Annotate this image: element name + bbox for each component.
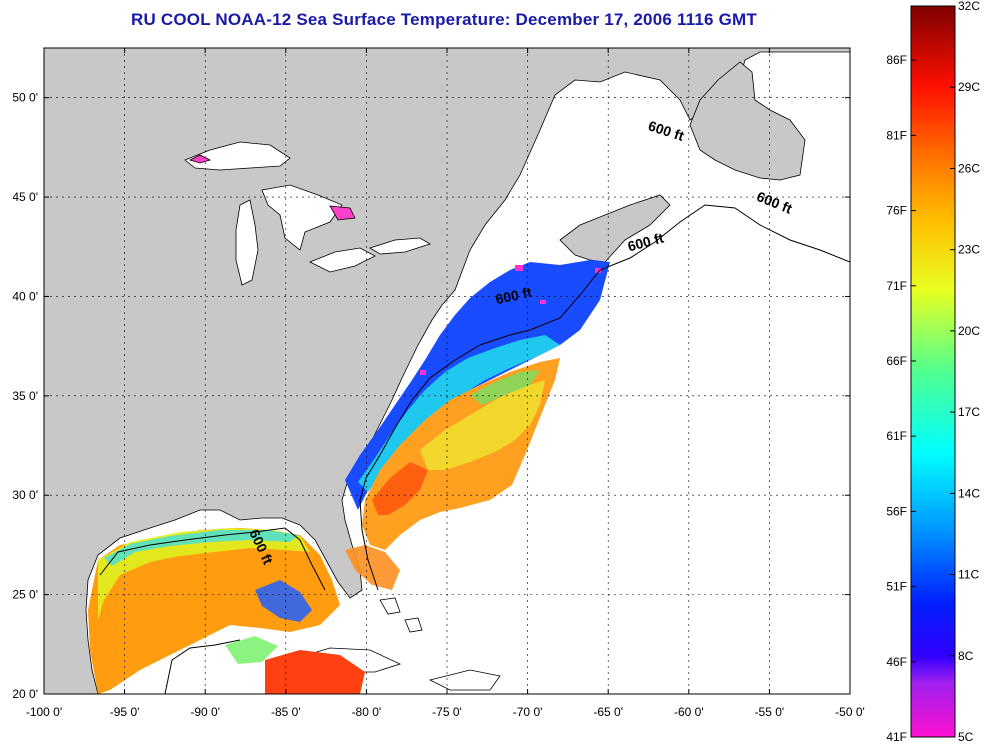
colorbar-labels: 5C 8C 11C 14C 17C 20C 23C 26C 29C 32C 41F 46F 51F 56F… [886,0,980,744]
y-tick-label: 40 0' [12,289,38,303]
colorbar-label-c: 20C [958,324,980,338]
sst-gulf-cyan [104,530,298,566]
sst-cold-coastal [420,265,601,375]
colorbar-label-c: 11C [958,568,979,582]
colorbar-label-f: 76F [886,204,907,218]
colorbar [910,5,956,738]
colorbar-label-f: 61F [886,429,907,443]
sst-gulf-green [225,636,278,664]
y-tick-label: 20 0' [12,687,38,701]
colorbar-label-c: 5C [958,730,974,744]
isobath-600ft-gulf-south [164,639,241,694]
x-tick-label: -60 0' [674,705,704,719]
x-tick-label: -50 0' [835,705,865,719]
y-tick-label: 30 0' [12,488,38,502]
sst-gulf-blue [255,580,312,622]
colorbar-label-f: 51F [886,580,907,594]
x-tick-label: -70 0' [513,705,543,719]
y-tick-label: 35 0' [12,389,38,403]
colorbar-label-f: 71F [886,279,907,293]
colorbar-label-c: 17C [958,405,980,419]
x-tick-label: -90 0' [190,705,220,719]
maritimes-land [559,194,671,263]
sst-florida-strait [345,545,400,590]
x-tick-label: -80 0' [352,705,382,719]
x-tick-label: -75 0' [432,705,462,719]
colorbar-label-c: 29C [958,80,980,94]
colorbar-label-c: 26C [958,161,980,175]
map-title: RU COOL NOAA-12 Sea Surface Temperature:… [131,10,757,29]
newfoundland-land [689,61,806,181]
y-tick-label: 25 0' [12,588,38,602]
y-axis: 20 0' 25 0' 30 0' 35 0' 40 0' 45 0' 50 0' [12,91,850,701]
y-tick-label: 50 0' [12,91,38,105]
x-tick-label: -65 0' [593,705,623,719]
sst-gulfstream-yellow [420,380,545,470]
isobath-600ft-gulf [99,527,326,591]
sst-gulfstream-red [372,462,428,515]
colorbar-label-c: 8C [958,649,974,663]
colorbar-label-f: 56F [886,504,907,518]
colorbar-label-c: 32C [958,0,980,13]
sst-gulf-red [265,650,365,694]
isobath-600ft-atlantic [359,204,850,591]
x-tick-label: -95 0' [110,705,140,719]
colorbar-label-f: 86F [886,53,907,67]
isobath-label: 600 ft [494,284,533,307]
x-tick-label: -55 0' [755,705,785,719]
colorbar-label-f: 66F [886,354,907,368]
sst-gulf-yellow [98,528,310,620]
colorbar-label-f: 41F [886,730,907,744]
x-tick-label: -100 0' [26,705,62,719]
colorbar-label-c: 23C [958,243,980,257]
sst-gulf-orange [88,528,340,694]
colorbar-label-c: 14C [958,486,980,500]
x-tick-label: -85 0' [271,705,301,719]
great-lakes [184,141,431,286]
colorbar-label-f: 81F [886,128,907,142]
sst-gulfstream-green [470,370,540,405]
colorbar-label-f: 46F [886,655,907,669]
y-tick-label: 45 0' [12,190,38,204]
x-axis: -100 0' -95 0' -90 0' -85 0' -80 0' -75 0' -70… [26,48,865,719]
sst-shelf-blue [345,260,610,510]
